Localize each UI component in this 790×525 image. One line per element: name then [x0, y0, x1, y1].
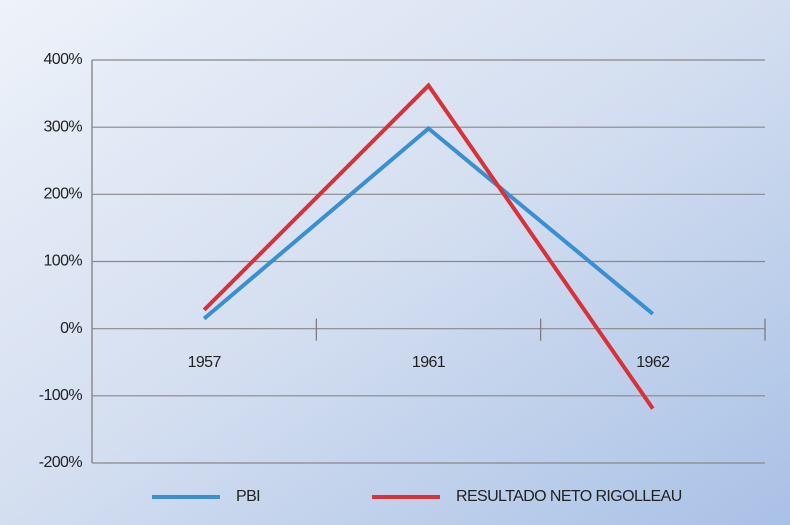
legend-label: PBI [236, 488, 260, 505]
y-tick-label: 0% [60, 320, 82, 337]
x-tick-label: 1962 [636, 354, 670, 371]
y-tick-label: 400% [43, 51, 82, 68]
y-tick-label: 200% [43, 186, 82, 203]
y-tick-label: -100% [39, 387, 83, 404]
x-tick-label: 1961 [412, 354, 446, 371]
series-line [202, 82, 655, 410]
y-tick-label: -200% [39, 454, 83, 471]
y-tick-label: 300% [43, 118, 82, 135]
series-line [202, 125, 655, 321]
legend-label: RESULTADO NETO RIGOLLEAU [456, 488, 682, 505]
x-tick-label: 1957 [188, 354, 222, 371]
y-tick-label: 100% [43, 253, 82, 270]
